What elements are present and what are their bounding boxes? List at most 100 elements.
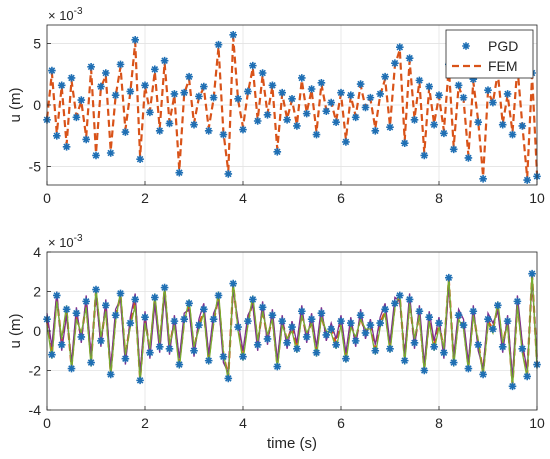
bottom-series-0-point xyxy=(405,295,414,304)
legend-marker-pgd xyxy=(462,42,470,50)
bottom-series-0-point xyxy=(347,319,355,327)
top-pgd-point xyxy=(141,81,149,90)
bottom-series-0-point xyxy=(244,317,252,325)
top-pgd-point xyxy=(97,82,105,91)
bottom-y-tick-label: -4 xyxy=(29,402,42,418)
bottom-series-0-point xyxy=(391,299,399,308)
bottom-series-0-point xyxy=(72,309,81,318)
top-pgd-point xyxy=(283,115,291,124)
top-pgd-point xyxy=(361,103,370,112)
top-pgd-point xyxy=(312,130,321,139)
bottom-series-0-point xyxy=(366,321,375,329)
top-pgd-point xyxy=(244,87,252,96)
bottom-series-0-point xyxy=(111,311,120,319)
bottom-series-0-point xyxy=(229,279,237,288)
bottom-series-0-point xyxy=(141,313,149,321)
top-x-tick-label: 2 xyxy=(141,190,149,206)
top-pgd-point xyxy=(381,72,389,81)
top-pgd-point xyxy=(327,98,335,107)
top-pgd-point xyxy=(92,151,100,160)
top-pgd-point xyxy=(278,88,286,97)
top-pgd-point xyxy=(239,125,247,134)
top-y-tick-label: 0 xyxy=(33,97,41,113)
bottom-series-0-point xyxy=(386,344,394,353)
bottom-series-0-point xyxy=(376,319,384,327)
bottom-subplot: 0 2 4 6 8 10 -4 -2 0 2 4 u (m) time (s) × 10-3 xyxy=(7,233,545,452)
bottom-series-group xyxy=(43,269,541,391)
top-pgd-point xyxy=(53,131,61,140)
bottom-series-0-point xyxy=(440,348,448,357)
top-pgd-point xyxy=(102,69,110,77)
top-pgd-point xyxy=(67,74,76,82)
bottom-series-0-point xyxy=(77,333,86,341)
top-pgd-point xyxy=(342,138,350,146)
bottom-series-0-point xyxy=(82,297,90,306)
top-pgd-point xyxy=(121,128,130,136)
top-pgd-point xyxy=(57,81,66,90)
bottom-series-0-point xyxy=(146,348,154,357)
bottom-series-0-point xyxy=(430,343,438,351)
bottom-y-tick-label: 4 xyxy=(33,244,41,260)
bottom-series-0-point xyxy=(342,354,350,363)
bottom-series-0-point xyxy=(106,370,115,379)
top-pgd-point xyxy=(454,81,463,90)
top-pgd-point xyxy=(190,120,198,129)
top-pgd-point xyxy=(371,127,380,135)
top-subplot: 0 2 4 6 8 10-505 u (m) × 10-3 PGD FEM xyxy=(7,6,545,206)
top-pgd-point xyxy=(185,72,193,81)
top-pgd-point xyxy=(489,98,497,107)
top-pgd-point xyxy=(258,69,267,77)
top-pgd-point xyxy=(180,88,188,97)
top-pgd-point xyxy=(400,139,409,147)
top-pgd-point xyxy=(204,127,213,135)
legend: PGD FEM xyxy=(445,29,534,79)
bottom-series-0-point xyxy=(449,358,458,367)
bottom-series-0-point xyxy=(278,317,286,325)
bottom-x-tick-label: 10 xyxy=(529,415,545,431)
bottom-series-0-point xyxy=(420,366,429,375)
top-pgd-point xyxy=(155,127,164,135)
bottom-series-0-point xyxy=(445,273,453,282)
top-pgd-point xyxy=(195,92,203,101)
bottom-series-0-point xyxy=(249,295,257,304)
bottom-series-0-point xyxy=(219,352,228,361)
top-pgd-point xyxy=(263,111,272,119)
top-pgd-point xyxy=(366,93,375,102)
bottom-series-0-point xyxy=(298,307,306,316)
top-pgd-point xyxy=(214,40,223,49)
top-pgd-point xyxy=(435,91,443,99)
bottom-series-0-point xyxy=(400,356,409,365)
top-pgd-point xyxy=(170,90,179,98)
bottom-series-0-point xyxy=(494,301,502,310)
bottom-series-0-point xyxy=(288,323,296,331)
bottom-series-0-point xyxy=(337,317,345,325)
top-pgd-point xyxy=(391,59,399,67)
bottom-series-0-point xyxy=(263,335,272,343)
bottom-series-0-point xyxy=(381,305,389,314)
bottom-series-0-point xyxy=(87,358,95,367)
bottom-series-0-point xyxy=(258,303,267,312)
legend-label-fem: FEM xyxy=(488,58,518,74)
bottom-series-0-point xyxy=(102,301,110,310)
top-pgd-point xyxy=(430,120,438,129)
top-pgd-point xyxy=(249,61,257,70)
top-pgd-point xyxy=(219,130,228,139)
bottom-series-0-point xyxy=(425,313,433,321)
top-pgd-point xyxy=(332,118,340,127)
top-pgd-point xyxy=(307,85,316,93)
top-pgd-point xyxy=(165,119,174,128)
bottom-series-0-point xyxy=(464,364,473,373)
top-pgd-point xyxy=(200,82,208,91)
bottom-series-0-point xyxy=(503,317,512,325)
top-pgd-point xyxy=(77,96,86,104)
bottom-series-0-point xyxy=(356,311,365,319)
bottom-series-0-point xyxy=(175,360,184,369)
top-pgd-point xyxy=(146,108,154,117)
top-pgd-point xyxy=(440,129,448,138)
top-pgd-point xyxy=(87,63,95,71)
top-exponent-label: × 10-3 xyxy=(48,6,83,23)
bottom-series-0-point xyxy=(484,315,492,323)
top-pgd-point xyxy=(386,123,394,131)
top-tick-labels: 0 2 4 6 8 10-505 xyxy=(29,35,545,206)
bottom-x-axis-label: time (s) xyxy=(267,435,317,452)
